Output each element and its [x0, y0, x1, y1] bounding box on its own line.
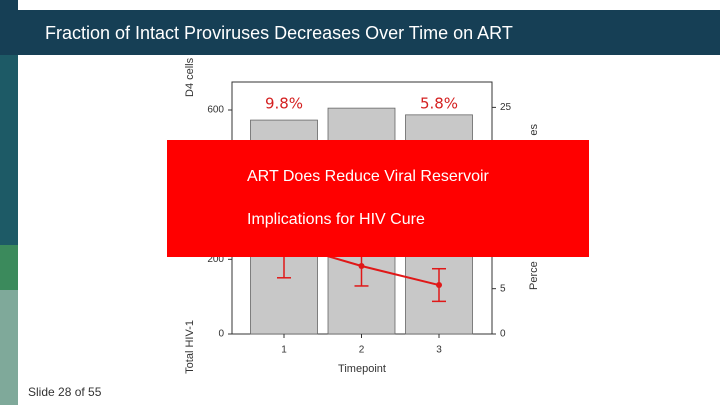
y2-tick-label: 25 [500, 102, 512, 113]
overlay-text: ART Does Reduce Viral Reservoir [247, 168, 490, 185]
y-axis-label: D4 cells [184, 57, 196, 97]
x-axis-label: Timepoint [338, 363, 386, 375]
y2-axis-label: es [528, 124, 540, 136]
y2-tick-label: 0 [500, 329, 506, 340]
header-bar [18, 10, 720, 55]
annotation: 5.8% [420, 95, 458, 113]
slide-title: Fraction of Intact Proviruses Decreases … [45, 23, 513, 43]
y-tick-label: 0 [218, 329, 224, 340]
side-strip [0, 0, 18, 55]
x-tick-label: 2 [359, 345, 365, 356]
y-axis-label: Total HIV-1 [184, 320, 196, 374]
y-tick-label: 200 [207, 254, 224, 265]
overlay-box [167, 140, 589, 257]
x-tick-label: 1 [281, 345, 287, 356]
point [436, 282, 442, 289]
y2-axis-label: Perce [528, 261, 540, 290]
y-tick-label: 600 [207, 105, 224, 116]
y2-tick-label: 5 [500, 283, 506, 294]
overlay-text: Implications for HIV Cure [247, 211, 425, 228]
side-strip [0, 290, 18, 405]
side-strip [0, 55, 18, 245]
slide-number: Slide 28 of 55 [28, 385, 102, 399]
side-strip [0, 245, 18, 290]
point [358, 263, 365, 270]
x-tick-label: 3 [436, 345, 442, 356]
annotation: 9.8% [265, 95, 303, 113]
